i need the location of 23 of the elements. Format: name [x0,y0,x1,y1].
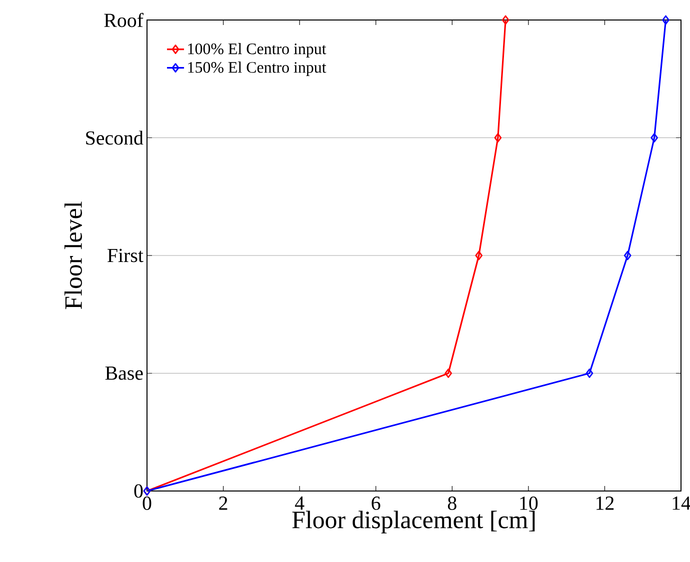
x-axis-title: Floor displacement [cm] [292,510,535,534]
y-tick-label: Roof [104,12,144,28]
x-tick-label: 8 [448,496,456,510]
x-tick-label: 12 [596,496,614,510]
legend-label: 150% El Centro input [188,62,326,76]
y-tick-label: First [108,248,144,262]
x-tick-label: 2 [219,496,228,510]
point [475,250,483,260]
point [502,15,510,25]
point [624,250,632,260]
point [650,133,658,142]
y-axis-title: Floor level [64,202,82,310]
point [586,368,594,378]
point [662,15,670,25]
y-tick-label: Second [86,130,144,145]
legend-label: 100% El Centro input [188,43,326,58]
x-tick-label: 6 [372,496,380,510]
y-tick-label: 0 [134,484,143,498]
point [494,133,502,142]
y-tick-label: Base [105,366,143,380]
point [444,368,452,378]
x-tick-label: 10 [520,496,538,510]
x-tick-label: 4 [294,496,304,510]
